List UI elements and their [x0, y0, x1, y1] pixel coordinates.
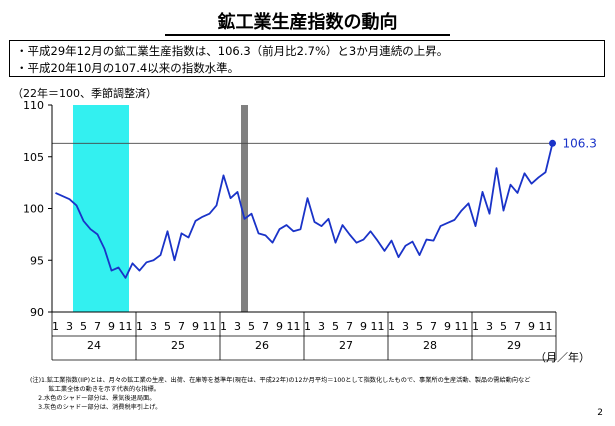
footnote-1-cont: 鉱工業全体の動きを示す代表的な指標。	[30, 386, 160, 393]
x-tick-label: 9	[192, 320, 199, 333]
x-tick-label: 5	[416, 320, 423, 333]
y-tick-label: 95	[30, 254, 44, 267]
consumption-tax-shading	[241, 105, 248, 312]
series-end-point	[549, 139, 556, 147]
x-tick-label: 7	[346, 320, 353, 333]
summary-box: ・平成29年12月の鉱工業生産指数は、106.3（前月比2.7%）と3か月連続の…	[9, 40, 605, 77]
x-tick-label: 3	[486, 320, 493, 333]
year-label: 24	[87, 339, 101, 352]
x-tick-label: 3	[66, 320, 73, 333]
footnote-1: (注)1.鉱工業指数(IIP)とは、月々の鉱工業の生産、出荷、在庫等を基準年(現…	[30, 377, 531, 384]
x-tick-label: 11	[119, 320, 133, 333]
x-unit-label: （月／年）	[535, 350, 590, 364]
summary-line-2: ・平成20年10月の107.4以来の指数水準。	[16, 61, 240, 75]
end-value-label: 106.3	[563, 136, 597, 150]
x-tick-label: 9	[276, 320, 283, 333]
x-tick-label: 9	[444, 320, 451, 333]
x-tick-label: 9	[528, 320, 535, 333]
x-tick-label: 11	[371, 320, 385, 333]
x-tick-label: 9	[360, 320, 367, 333]
x-tick-label: 5	[332, 320, 339, 333]
recession-shading	[73, 105, 129, 312]
x-tick-label: 5	[164, 320, 171, 333]
x-tick-label: 7	[94, 320, 101, 333]
x-tick-label: 1	[472, 320, 479, 333]
x-tick-label: 5	[80, 320, 87, 333]
footnote-2: 2.水色のシャドー部分は、景気後退局面。	[30, 395, 156, 402]
x-tick-label: 7	[262, 320, 269, 333]
year-label: 25	[171, 339, 185, 352]
year-label: 27	[339, 339, 353, 352]
x-tick-label: 3	[318, 320, 325, 333]
title-underline	[165, 34, 450, 36]
x-tick-label: 1	[304, 320, 311, 333]
x-tick-label: 11	[455, 320, 469, 333]
year-label: 28	[423, 339, 437, 352]
y-tick-label: 100	[23, 203, 44, 216]
page-number: 2	[597, 408, 603, 418]
x-tick-label: 7	[178, 320, 185, 333]
series-line	[55, 143, 554, 279]
x-tick-label: 5	[500, 320, 507, 333]
x-tick-label: 1	[388, 320, 395, 333]
y-tick-label: 110	[23, 99, 44, 112]
unit-note: （22年＝100、季節調整済）	[12, 87, 157, 100]
y-tick-label: 90	[30, 306, 44, 319]
summary-line-1: ・平成29年12月の鉱工業生産指数は、106.3（前月比2.7%）と3か月連続の…	[16, 44, 449, 58]
x-tick-label: 1	[52, 320, 59, 333]
x-tick-label: 1	[220, 320, 227, 333]
x-tick-label: 7	[430, 320, 437, 333]
y-tick-label: 105	[23, 151, 44, 164]
footnote-3: 3.灰色のシャドー部分は、消費税率引上げ。	[30, 404, 162, 411]
x-tick-label: 1	[136, 320, 143, 333]
x-tick-label: 7	[514, 320, 521, 333]
x-tick-label: 5	[248, 320, 255, 333]
footnotes: (注)1.鉱工業指数(IIP)とは、月々の鉱工業の生産、出荷、在庫等を基準年(現…	[30, 376, 530, 412]
year-label: 26	[255, 339, 269, 352]
x-tick-label: 11	[539, 320, 553, 333]
x-tick-label: 9	[108, 320, 115, 333]
x-tick-label: 3	[402, 320, 409, 333]
x-tick-label: 3	[234, 320, 241, 333]
x-tick-label: 11	[203, 320, 217, 333]
page-title: 鉱工業生産指数の動向	[217, 12, 398, 33]
x-tick-label: 3	[150, 320, 157, 333]
year-label: 29	[507, 339, 521, 352]
x-tick-label: 11	[287, 320, 301, 333]
